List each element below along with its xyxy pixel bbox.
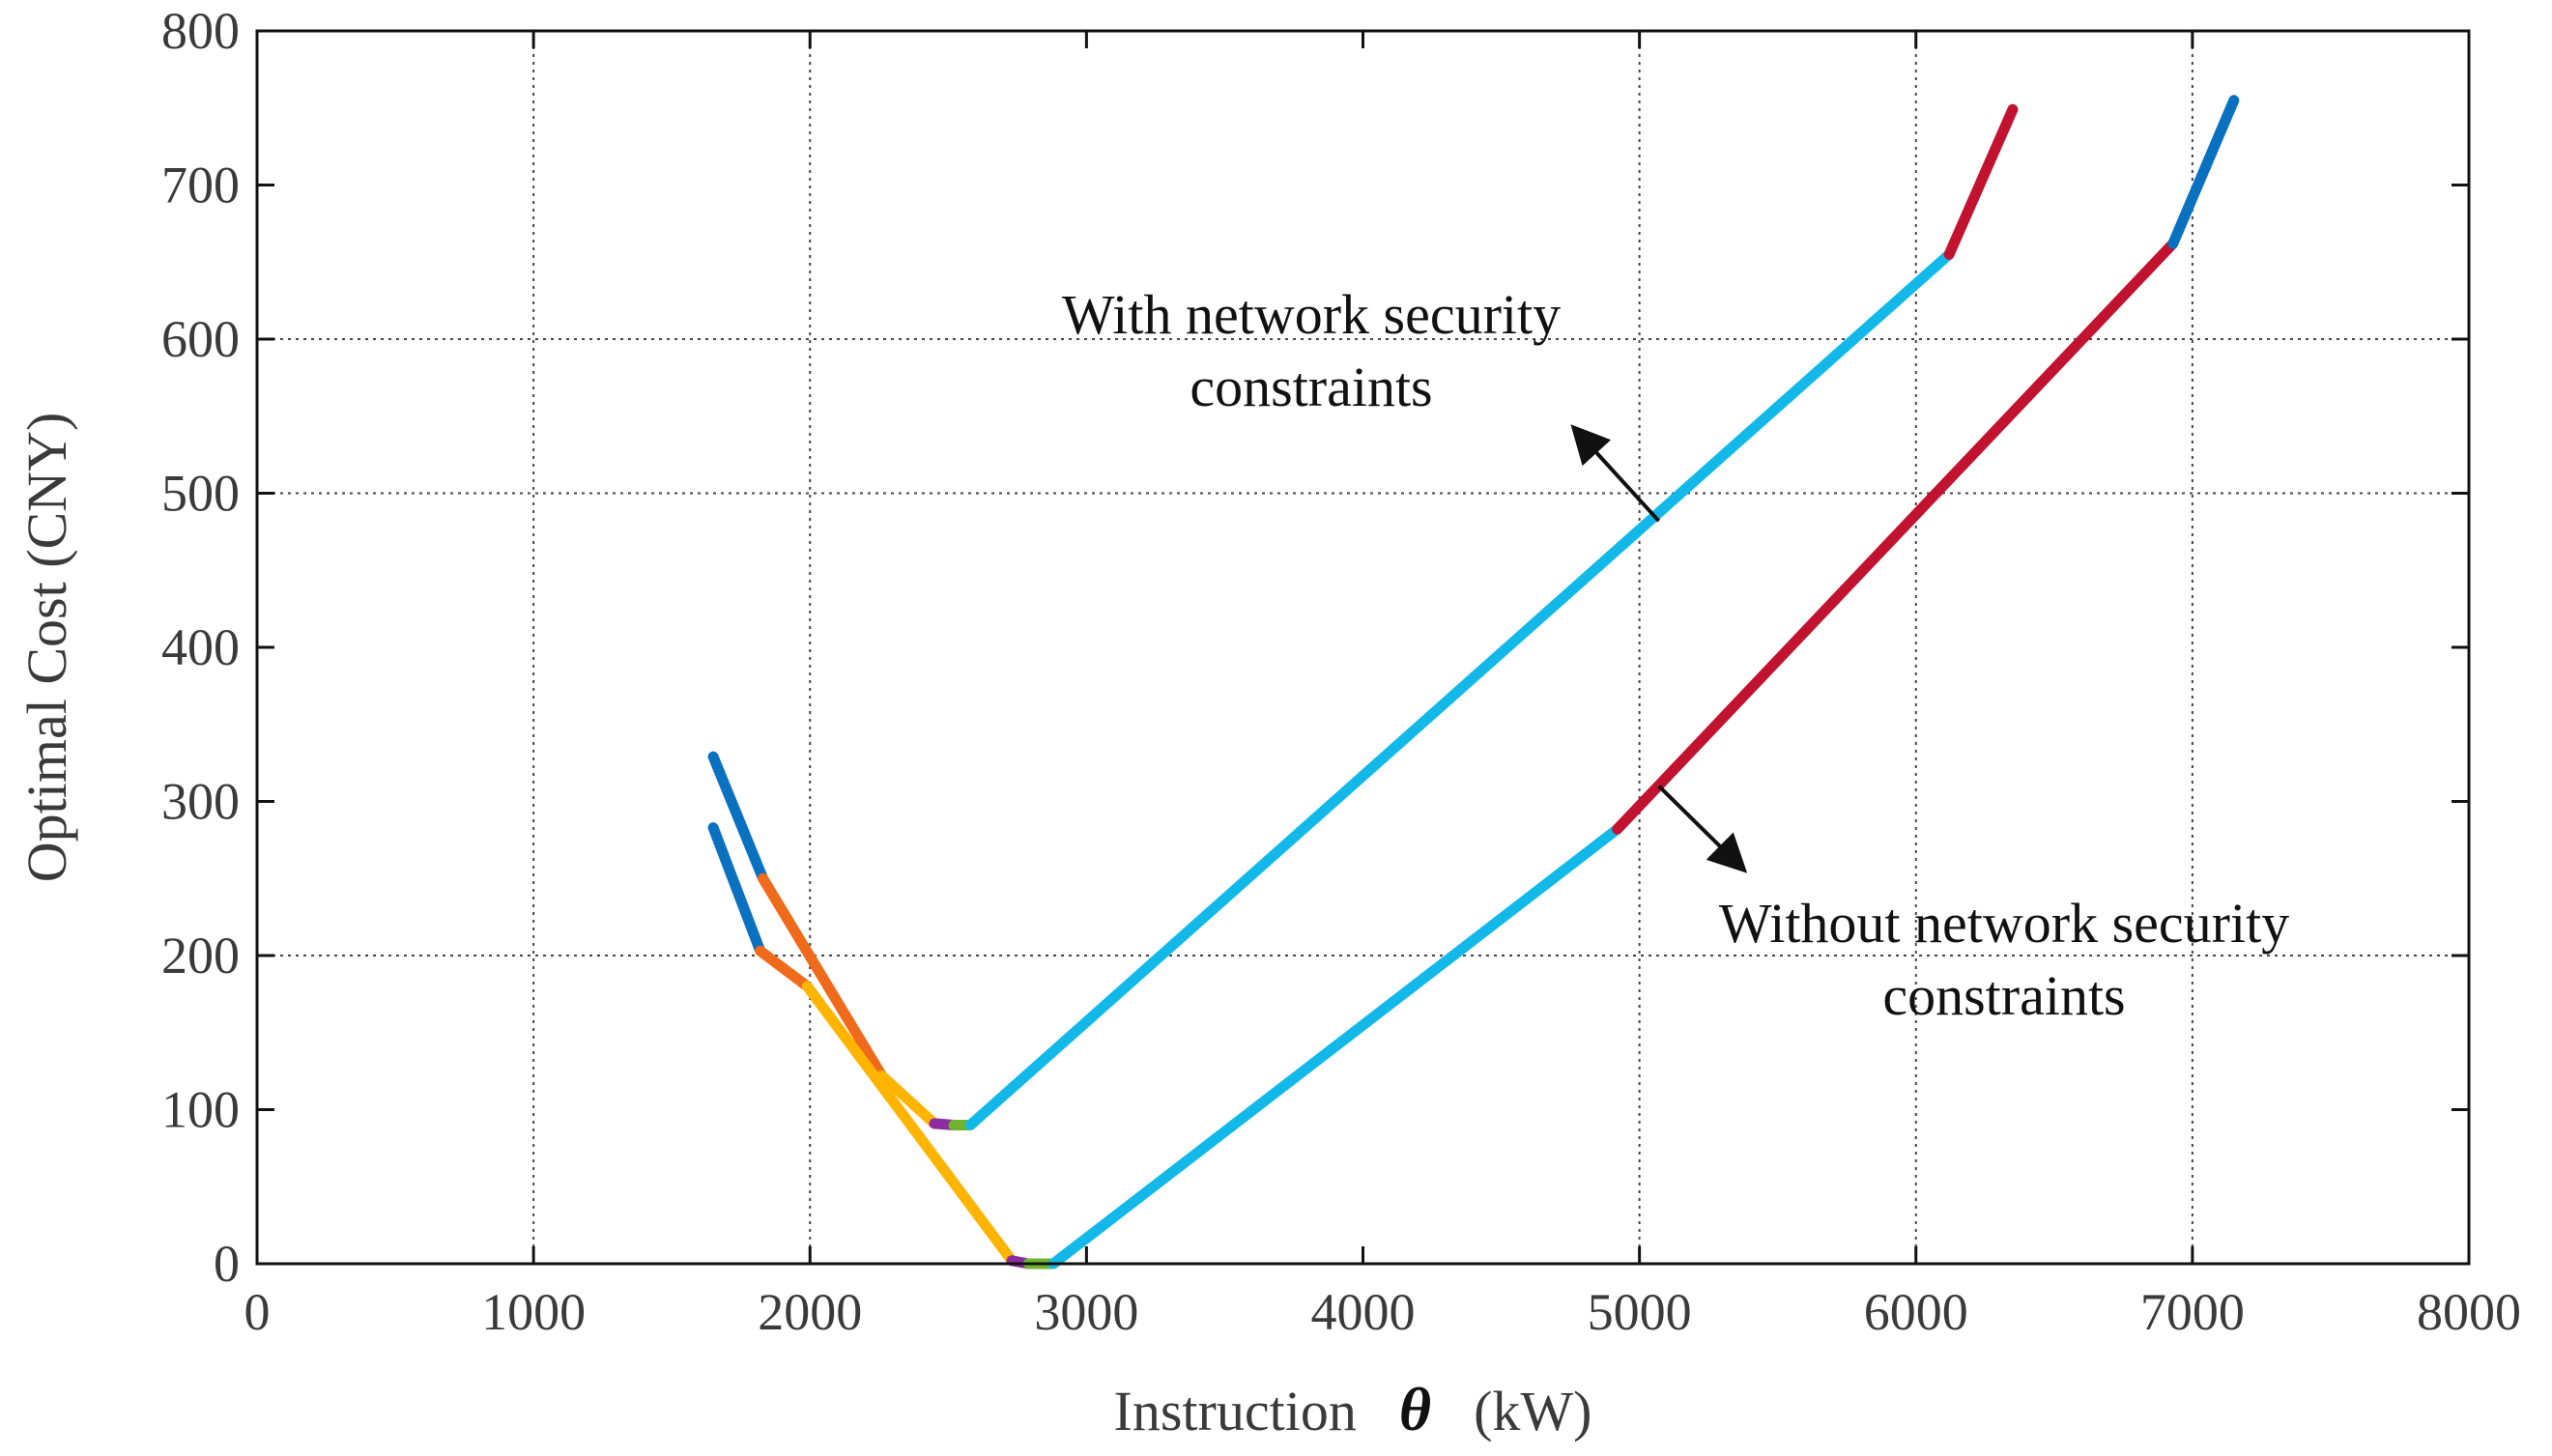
series-2-segment-2 <box>755 945 813 992</box>
annotation-2: Without network security constraints <box>1657 785 2289 1027</box>
series-1-segment-7 <box>1943 103 2019 260</box>
y-tick-label-200: 200 <box>161 927 240 985</box>
x-tick-labels: 0 1000 2000 3000 4000 5000 6000 7000 8000 <box>244 1283 2522 1341</box>
series-2-segment-3 <box>801 981 1018 1267</box>
series-with-network-security-constraints <box>707 103 2019 1130</box>
gridlines <box>257 31 2469 1264</box>
annotation-1-line-1: With network security <box>1062 283 1561 346</box>
x-tick-label-2000: 2000 <box>758 1283 862 1341</box>
x-axis-label-symbol: θ <box>1399 1375 1431 1443</box>
annotations: With network security constraintsWithout … <box>1062 283 2289 1027</box>
plot-background <box>257 31 2469 1264</box>
series-1-segment-6 <box>964 248 1955 1130</box>
series-1-segment-1 <box>707 751 769 884</box>
series-2-segment-8 <box>2167 95 2240 249</box>
y-tick-labels: 0 100 200 300 400 500 600 700 800 <box>161 2 240 1293</box>
x-tick-label-1000: 1000 <box>481 1283 586 1341</box>
annotation-text-2: Without network security constraints <box>1719 892 2289 1027</box>
y-tick-label-500: 500 <box>161 465 240 523</box>
annotation-text-1: With network security constraints <box>1062 283 1561 418</box>
x-tick-label-6000: 6000 <box>1864 1283 1968 1341</box>
x-tick-label-7000: 7000 <box>2140 1283 2245 1341</box>
x-tick-label-4000: 4000 <box>1311 1283 1416 1341</box>
y-tick-label-400: 400 <box>161 618 240 676</box>
series-1-segment-3 <box>876 1070 940 1129</box>
x-tick-label-3000: 3000 <box>1034 1283 1138 1341</box>
y-tick-label-800: 800 <box>161 2 240 60</box>
annotation-arrow-1 <box>1570 424 1661 523</box>
y-axis-label: Optimal Cost (CNY) <box>15 413 78 883</box>
series-2-segment-7 <box>1612 238 2179 835</box>
x-axis-label-unit: (kW) <box>1474 1380 1591 1442</box>
annotation-1: With network security constraints <box>1062 283 1661 523</box>
tick-marks <box>255 29 2471 1266</box>
y-tick-label-0: 0 <box>214 1235 240 1293</box>
x-tick-label-0: 0 <box>244 1283 271 1341</box>
annotation-arrow-2 <box>1657 785 1748 873</box>
x-tick-label-5000: 5000 <box>1588 1283 1692 1341</box>
series-2-segment-6 <box>1047 823 1623 1270</box>
y-tick-label-100: 100 <box>161 1081 240 1139</box>
y-tick-label-600: 600 <box>161 310 240 368</box>
annotation-2-line-1: Without network security <box>1719 892 2289 955</box>
y-tick-label-300: 300 <box>161 773 240 831</box>
x-axis-label-text: Instruction <box>1114 1380 1357 1442</box>
series-1-segment-2 <box>758 872 888 1081</box>
x-tick-label-8000: 8000 <box>2417 1283 2521 1341</box>
y-tick-label-700: 700 <box>161 157 240 214</box>
annotation-2-line-2: constraints <box>1882 964 2125 1027</box>
x-axis-label: Instruction θ (kW) <box>1114 1375 1592 1443</box>
series-2-segment-1 <box>707 822 766 956</box>
annotation-1-line-2: constraints <box>1190 356 1432 418</box>
